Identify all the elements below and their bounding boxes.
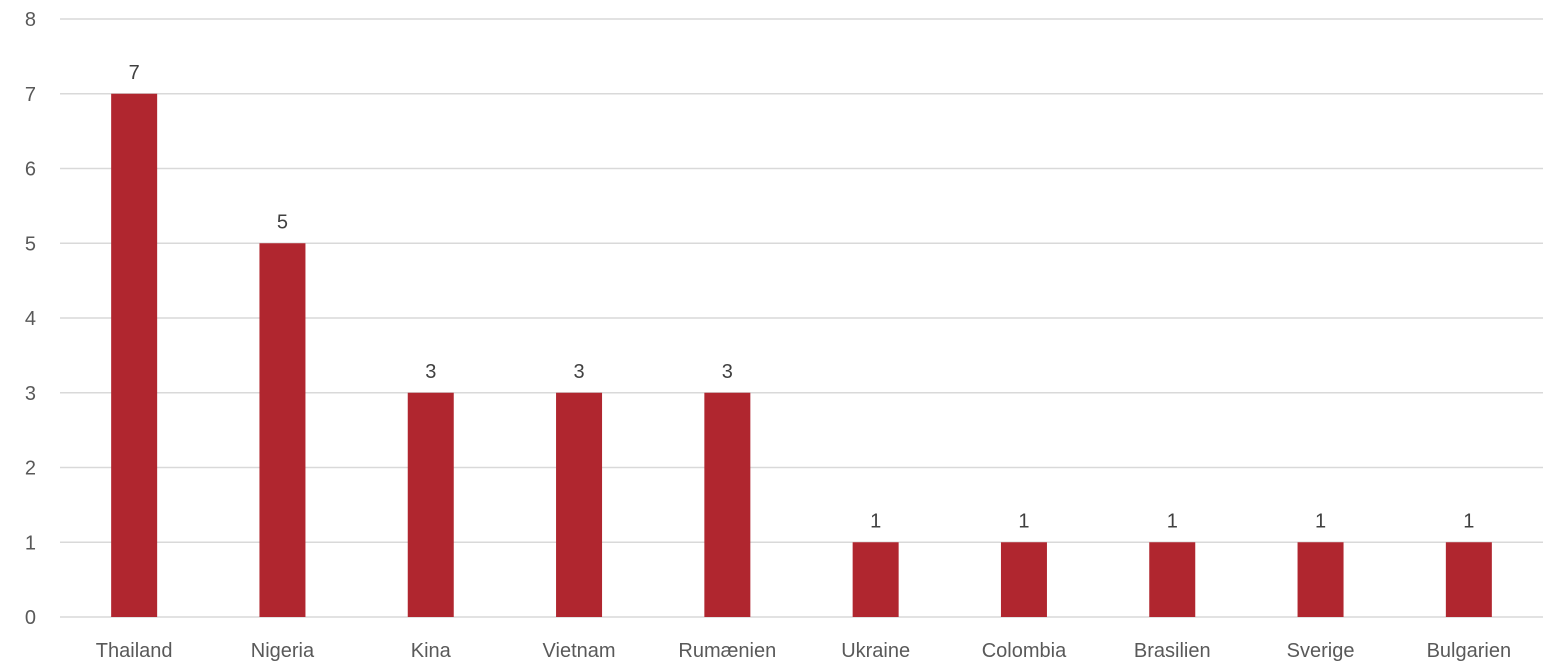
x-category-label: Brasilien [1134,640,1211,662]
data-label: 1 [1463,510,1474,532]
bar [259,243,306,617]
bar [852,542,899,617]
x-category-label: Kina [411,640,452,662]
y-tick-label: 7 [25,84,36,106]
data-label: 3 [425,361,436,383]
y-tick-label: 4 [25,308,36,330]
data-label: 3 [573,361,584,383]
x-category-label: Sverige [1287,640,1355,662]
bar [1149,542,1196,617]
x-category-label: Vietnam [543,640,616,662]
bar [556,392,603,617]
data-label: 1 [870,510,881,532]
bar [111,93,158,617]
x-category-label: Thailand [96,640,173,662]
bar [1000,542,1047,617]
y-tick-label: 6 [25,159,36,181]
x-category-label: Nigeria [251,640,315,662]
x-axis-category-labels: Thailand Nigeria Kina Vietnam Rumænien Ukrain… [96,640,1511,662]
y-tick-label: 1 [25,532,36,554]
data-label: 1 [1315,510,1326,532]
bar [407,392,454,617]
bar [704,392,751,617]
data-label: 1 [1018,510,1029,532]
y-tick-label: 8 [25,9,36,31]
y-tick-label: 3 [25,383,36,405]
y-tick-label: 0 [25,607,36,629]
data-labels: 7 5 3 3 3 1 1 1 1 1 [129,62,1475,533]
bar [1297,542,1344,617]
x-category-label: Ukraine [841,640,910,662]
x-category-label: Rumænien [678,640,776,662]
y-axis-tick-labels: 0 1 2 3 4 5 6 7 8 [25,9,36,629]
x-category-label: Bulgarien [1427,640,1512,662]
x-category-label: Colombia [982,640,1067,662]
y-tick-label: 2 [25,458,36,480]
data-label: 5 [277,211,288,233]
data-label: 1 [1167,510,1178,532]
bar [1445,542,1492,617]
y-tick-label: 5 [25,233,36,255]
bars [111,93,1492,617]
data-label: 7 [129,62,140,84]
gridlines [60,18,1543,618]
data-label: 3 [722,361,733,383]
